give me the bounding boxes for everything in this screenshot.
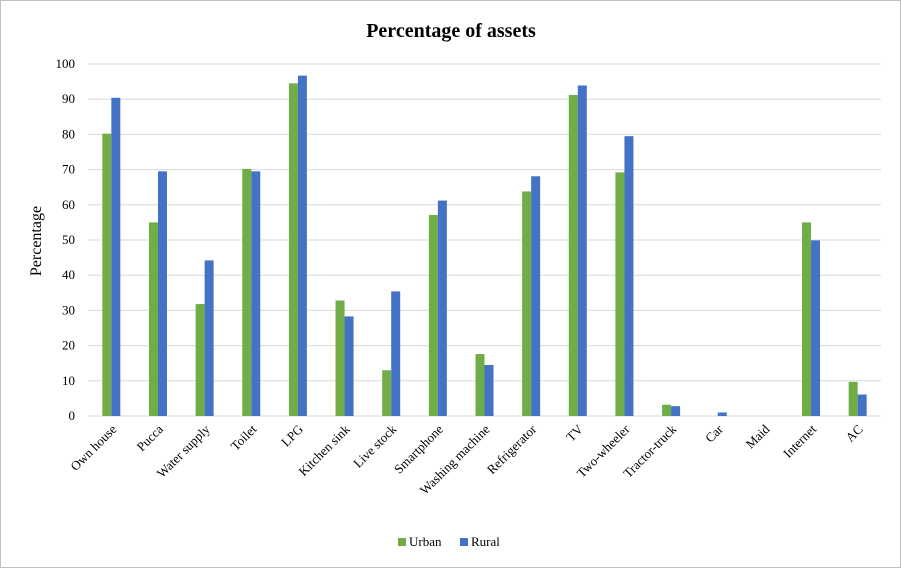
- bars: [102, 75, 867, 417]
- bar-urban: [148, 222, 158, 416]
- legend: Urban Rural: [398, 534, 500, 549]
- bar-urban: [848, 381, 858, 416]
- bar-urban: [428, 215, 438, 416]
- bar-rural: [811, 240, 821, 416]
- y-tick-label: 40: [62, 267, 75, 282]
- bar-urban: [335, 300, 345, 416]
- bar-urban: [242, 168, 252, 416]
- y-axis-ticks: 0 10 20 30 40 50 60 70 80 90 100: [56, 56, 76, 423]
- bar-rural: [344, 316, 354, 416]
- x-category-label: AC: [842, 422, 865, 445]
- x-category-label: Toilet: [227, 421, 259, 453]
- x-category-label: Refrigerator: [484, 421, 540, 477]
- bar-rural: [624, 136, 634, 416]
- gridlines: [88, 63, 881, 417]
- x-category-label: Own house: [67, 421, 119, 473]
- x-category-label: Maid: [742, 421, 772, 451]
- legend-swatch-rural: [460, 538, 468, 546]
- bar-rural: [531, 176, 541, 416]
- x-category-label: TV: [563, 421, 586, 444]
- x-category-label: Kitchen sink: [295, 421, 353, 479]
- bar-rural: [484, 364, 494, 416]
- legend-label-rural: Rural: [471, 534, 500, 549]
- bar-rural: [297, 75, 307, 416]
- y-tick-label: 20: [62, 338, 75, 353]
- y-tick-label: 0: [69, 408, 76, 423]
- legend-swatch-urban: [398, 538, 406, 546]
- bar-rural: [251, 171, 261, 416]
- y-axis-label: Percentage: [28, 206, 45, 276]
- bar-rural: [157, 171, 167, 416]
- legend-label-urban: Urban: [409, 534, 442, 549]
- bar-urban: [195, 304, 205, 416]
- x-category-label: LPG: [278, 422, 306, 450]
- bar-rural: [857, 394, 867, 416]
- x-category-label: Pucca: [134, 421, 167, 454]
- bar-urban: [662, 404, 672, 416]
- bar-urban: [802, 222, 812, 416]
- bar-rural: [717, 412, 727, 416]
- y-tick-label: 30: [62, 302, 75, 317]
- y-tick-label: 80: [62, 126, 75, 141]
- bar-rural: [577, 85, 587, 417]
- bar-urban: [522, 191, 532, 416]
- bar-rural: [671, 406, 681, 416]
- bar-urban: [475, 354, 485, 416]
- bar-urban: [615, 172, 625, 416]
- bar-urban: [382, 370, 392, 416]
- bar-rural: [111, 97, 121, 417]
- x-category-label: Car: [702, 421, 726, 445]
- bar-urban: [568, 94, 578, 416]
- x-category-label: Internet: [780, 421, 819, 460]
- y-tick-label: 50: [62, 232, 75, 247]
- bar-rural: [437, 200, 447, 416]
- y-tick-label: 90: [62, 91, 75, 106]
- chart-title: Percentage of assets: [366, 20, 536, 42]
- y-tick-label: 70: [62, 162, 75, 177]
- bar-rural: [204, 260, 214, 416]
- y-tick-label: 60: [62, 197, 75, 212]
- y-tick-label: 100: [56, 56, 76, 71]
- y-tick-label: 10: [62, 373, 75, 388]
- bar-urban: [102, 133, 112, 417]
- bar-urban: [288, 83, 298, 417]
- bar-rural: [391, 291, 401, 416]
